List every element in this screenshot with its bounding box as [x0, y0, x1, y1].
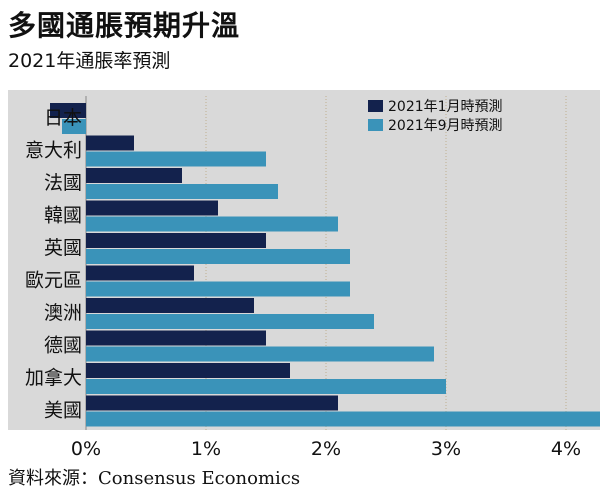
bar-jan-1 — [86, 135, 134, 151]
bar-jan-8 — [86, 363, 290, 378]
bar-sep-8 — [86, 379, 446, 394]
bar-sep-3 — [86, 216, 338, 232]
bar-sep-1 — [86, 151, 266, 167]
x-tick-label: 0% — [71, 438, 101, 460]
source-label: 資料來源： — [8, 468, 98, 489]
chart-subtitle: 2021年通脹率預測 — [8, 50, 171, 72]
x-tick-label: 4% — [551, 438, 581, 460]
x-tick-label: 3% — [431, 438, 461, 460]
legend-swatch-1 — [368, 119, 383, 131]
x-tick-label: 1% — [191, 438, 221, 460]
category-label: 英國 — [44, 237, 82, 259]
x-tick-label: 2% — [311, 438, 341, 460]
source-name: Consensus Economics — [98, 468, 301, 489]
category-label: 德國 — [44, 335, 82, 357]
bar-sep-5 — [86, 281, 350, 297]
bar-jan-0 — [50, 103, 86, 118]
bar-jan-2 — [86, 168, 182, 183]
bar-sep-9 — [86, 411, 600, 427]
category-label: 歐元區 — [25, 270, 82, 292]
source-note: 資料來源：Consensus Economics — [8, 464, 300, 490]
bar-jan-9 — [86, 395, 338, 411]
legend-label: 2021年1月時預測 — [388, 99, 503, 115]
category-label: 澳洲 — [44, 302, 82, 324]
bar-sep-0 — [62, 119, 86, 134]
category-label: 日本 — [44, 107, 82, 129]
legend-label: 2021年9月時預測 — [388, 118, 503, 134]
bar-jan-6 — [86, 298, 254, 313]
category-label: 意大利 — [25, 140, 82, 162]
category-label: 韓國 — [44, 205, 82, 227]
bar-jan-7 — [86, 330, 266, 346]
chart-title: 多國通脹預期升溫 — [8, 9, 241, 42]
category-label: 法國 — [44, 172, 82, 194]
bar-jan-3 — [86, 200, 218, 216]
category-label: 加拿大 — [25, 366, 82, 389]
legend-swatch-0 — [368, 100, 383, 112]
bar-sep-6 — [86, 314, 374, 329]
bar-sep-4 — [86, 249, 350, 264]
bar-sep-7 — [86, 346, 434, 362]
bar-jan-5 — [86, 265, 194, 281]
bar-jan-4 — [86, 233, 266, 248]
bar-sep-2 — [86, 184, 278, 199]
category-label: 美國 — [44, 400, 82, 422]
